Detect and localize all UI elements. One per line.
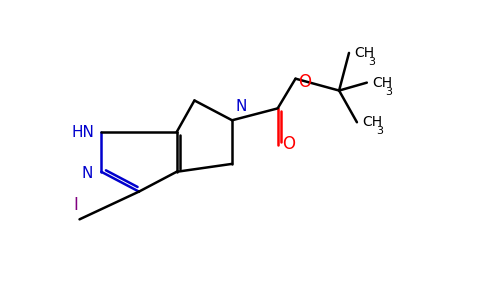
Text: O: O xyxy=(299,73,312,91)
Text: CH: CH xyxy=(362,115,382,129)
Text: I: I xyxy=(73,196,78,214)
Text: CH: CH xyxy=(372,76,392,90)
Text: HN: HN xyxy=(72,125,94,140)
Text: 3: 3 xyxy=(368,57,375,67)
Text: CH: CH xyxy=(354,46,374,60)
Text: O: O xyxy=(282,135,295,153)
Text: 3: 3 xyxy=(376,126,383,136)
Text: N: N xyxy=(235,99,246,114)
Text: 3: 3 xyxy=(386,87,393,97)
Text: N: N xyxy=(81,166,92,181)
